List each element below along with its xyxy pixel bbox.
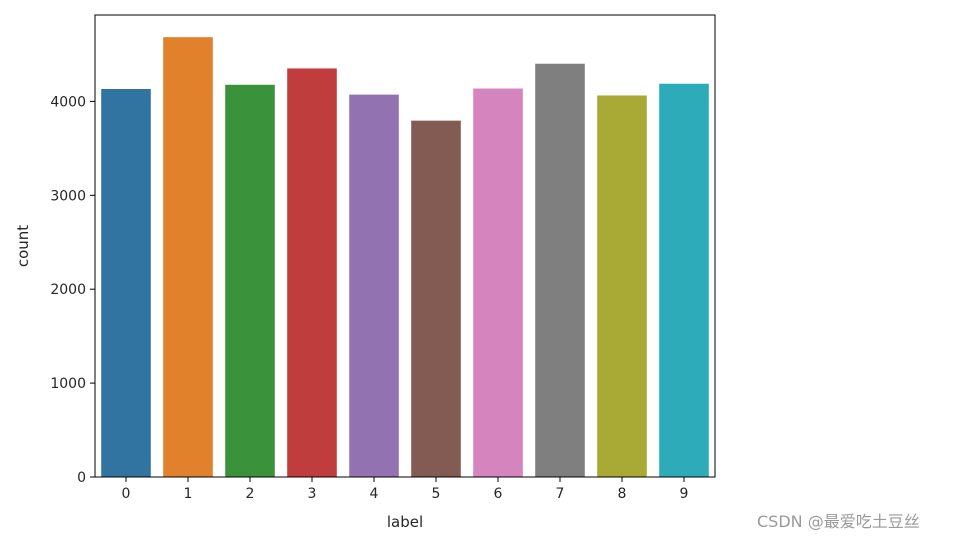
y-tick-label: 4000 [50,94,86,110]
y-axis-label: count [14,225,32,267]
bar-1 [163,37,213,477]
plot-frame [94,14,716,478]
bar-0 [101,88,151,478]
bar-6 [473,88,523,478]
x-tick-label: 4 [370,486,379,502]
watermark-text: CSDN @最爱吃土豆丝 [757,512,920,531]
x-tick-label: 5 [432,486,441,502]
bar-4 [349,94,399,477]
bar-8 [597,95,647,477]
y-tick-label: 0 [77,470,86,486]
y-tick-label: 3000 [50,188,86,204]
x-tick-label: 6 [494,486,503,502]
bar-3 [287,68,337,478]
bar-7 [535,63,585,478]
x-tick-label: 7 [556,486,565,502]
x-tick-label: 1 [184,486,193,502]
x-tick-label: 3 [308,486,317,502]
y-axis: 0 1000 2000 3000 4000 [50,94,95,486]
x-tick-label: 2 [246,486,255,502]
y-tick-label: 2000 [50,282,86,298]
x-tick-label: 8 [618,486,627,502]
x-tick-label: 9 [680,486,689,502]
bars [101,37,709,478]
bar-5 [411,120,461,477]
bar-9 [659,83,709,478]
x-tick-label: 0 [122,486,131,502]
x-axis: 0 1 2 3 4 5 6 7 8 9 [122,477,689,502]
y-tick-label: 1000 [50,376,86,392]
x-axis-label: label [387,513,423,531]
bar-2 [225,84,275,478]
